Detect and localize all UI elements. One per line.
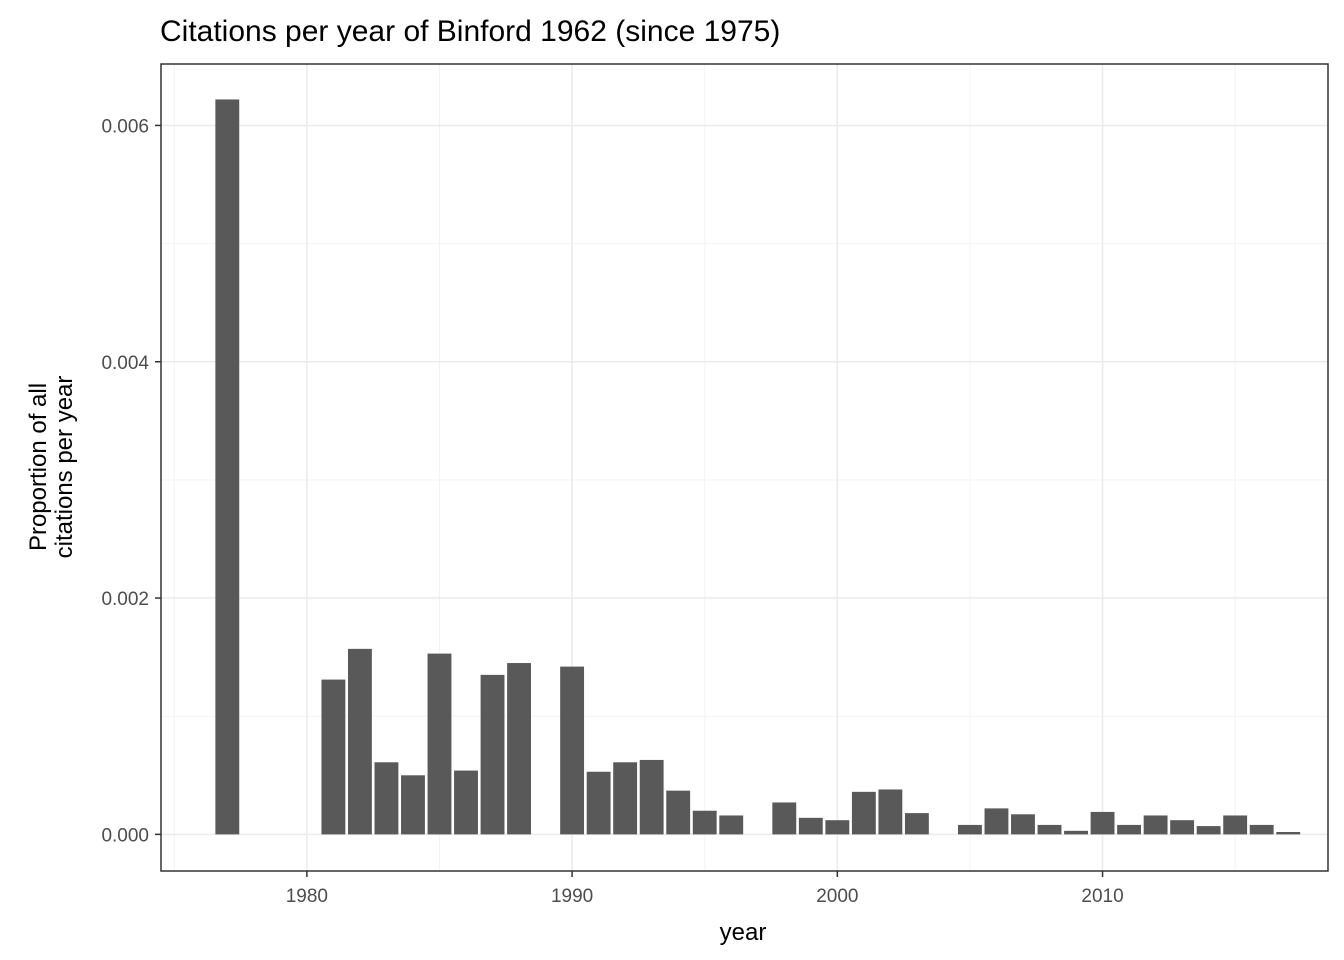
bar-2001 — [851, 791, 876, 835]
bar-1988 — [507, 663, 531, 835]
bar-2015 — [1223, 815, 1248, 835]
bar-2009 — [1064, 830, 1088, 835]
bar-1999 — [798, 817, 823, 835]
bar-2006 — [984, 808, 1009, 835]
bar-2002 — [878, 789, 903, 835]
bar-1990 — [560, 666, 585, 835]
plot-panel — [160, 63, 1329, 872]
y-axis-title-line-2: citations per year — [51, 376, 78, 559]
y-tick-label: 0.002 — [101, 589, 149, 610]
bar-1998 — [772, 802, 797, 835]
bar-1993 — [639, 759, 664, 835]
bar-1984 — [401, 775, 425, 835]
bar-2008 — [1037, 824, 1062, 835]
y-tick-label: 0.006 — [101, 116, 149, 137]
bar-2016 — [1249, 824, 1274, 835]
bar-2005 — [958, 824, 982, 835]
x-tick-label: 1980 — [286, 886, 328, 907]
bar-1992 — [613, 762, 638, 835]
bars — [215, 99, 1301, 835]
x-tick-label: 2010 — [1081, 886, 1123, 907]
y-axis-title: Proportion of all citations per year — [25, 376, 78, 559]
y-tick-label: 0.000 — [101, 825, 149, 846]
y-axis-title-line-1: Proportion of all — [25, 383, 52, 551]
bar-2000 — [825, 820, 850, 835]
x-tick-label: 1990 — [551, 886, 593, 907]
x-axis-title: year — [720, 919, 767, 946]
bar-1994 — [666, 790, 691, 835]
x-tick-label: 2000 — [816, 886, 858, 907]
bar-1981 — [321, 679, 346, 835]
bar-2010 — [1090, 811, 1115, 835]
bar-1983 — [374, 762, 399, 835]
bar-2007 — [1011, 814, 1035, 835]
axis-ticks: 1980 1990 2000 2010 0.000 0.002 0.004 0.006 — [101, 116, 1123, 907]
bar-1982 — [347, 648, 372, 835]
bar-1985 — [427, 653, 452, 835]
chart-title: Citations per year of Binford 1962 (sinc… — [160, 15, 780, 48]
bar-1977 — [215, 99, 240, 835]
y-tick-label: 0.004 — [101, 353, 149, 374]
bar-2013 — [1170, 820, 1195, 835]
bar-2014 — [1196, 826, 1221, 835]
bar-2011 — [1117, 824, 1142, 835]
bar-2012 — [1143, 815, 1168, 835]
bar-1987 — [480, 674, 505, 835]
bar-2017 — [1276, 832, 1301, 835]
bar-1986 — [454, 770, 478, 835]
bar-2003 — [904, 813, 929, 835]
bar-1995 — [692, 810, 717, 835]
bar-1991 — [586, 771, 611, 835]
bar-1996 — [719, 815, 744, 835]
